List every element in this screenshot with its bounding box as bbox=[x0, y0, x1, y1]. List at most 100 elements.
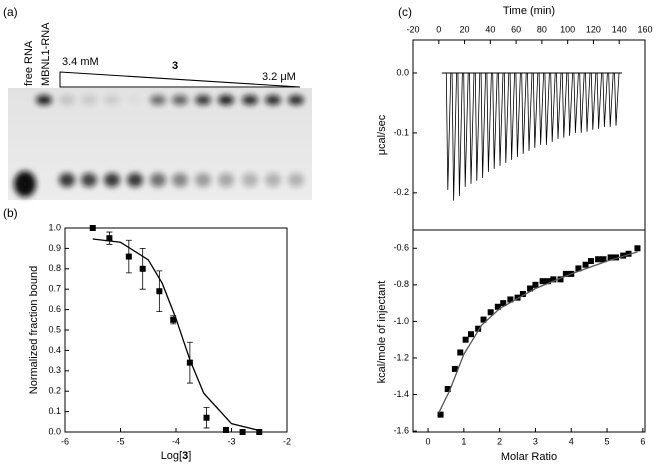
panel-label: (b) bbox=[3, 206, 18, 220]
x-tick-label: -20 bbox=[406, 24, 419, 34]
injection-peak bbox=[486, 72, 492, 172]
data-point bbox=[156, 288, 163, 295]
data-point bbox=[575, 265, 582, 272]
x-tick-label: 0 bbox=[426, 436, 431, 446]
data-point bbox=[480, 316, 487, 323]
data-point bbox=[514, 294, 521, 301]
injection-peak bbox=[515, 72, 521, 157]
x-tick-label: 140 bbox=[612, 24, 627, 34]
band bbox=[265, 173, 281, 187]
injection-peak bbox=[596, 72, 602, 129]
plot-frame bbox=[412, 229, 646, 433]
data-point bbox=[519, 290, 526, 297]
x-tick-label: -5 bbox=[116, 436, 124, 446]
data-point bbox=[203, 414, 210, 421]
data-point bbox=[539, 278, 546, 285]
data-point bbox=[562, 270, 569, 277]
injection-peak bbox=[521, 72, 527, 154]
data-point bbox=[462, 336, 469, 343]
injection-peak bbox=[608, 72, 614, 127]
data-point bbox=[239, 429, 246, 435]
y-axis-label: Normalized fraction bound bbox=[28, 266, 40, 394]
compound-label: 3 bbox=[172, 60, 178, 72]
y-tick-label: 0.7 bbox=[48, 284, 61, 294]
injection-peak bbox=[614, 72, 620, 126]
data-point bbox=[582, 261, 589, 268]
y-axis-label: kcal/mole of injectant bbox=[376, 281, 388, 384]
injection-peak bbox=[445, 72, 452, 190]
injection-peak bbox=[538, 72, 544, 145]
band bbox=[288, 95, 304, 105]
injection-peak bbox=[527, 72, 533, 151]
injection-peak bbox=[602, 72, 608, 127]
band bbox=[195, 173, 211, 187]
injection-peak bbox=[463, 72, 469, 187]
data-point bbox=[139, 265, 146, 272]
data-point bbox=[494, 303, 501, 310]
x-tick-label: 80 bbox=[537, 24, 547, 34]
x-axis-label: Time (min) bbox=[503, 5, 555, 17]
data-point bbox=[487, 309, 494, 316]
x-tick-label: 6 bbox=[640, 436, 645, 446]
y-axis-label: μcal/sec bbox=[376, 114, 388, 155]
band bbox=[195, 95, 211, 105]
band bbox=[104, 95, 120, 105]
panel-label: (a) bbox=[3, 5, 18, 19]
concentration-label: 3.2 μM bbox=[262, 71, 296, 83]
data-point bbox=[89, 225, 96, 231]
data-point bbox=[451, 365, 458, 372]
data-point bbox=[222, 426, 229, 433]
data-point bbox=[613, 254, 619, 261]
y-tick-label: 0.9 bbox=[48, 243, 61, 253]
injection-peak bbox=[585, 72, 591, 132]
data-point bbox=[544, 278, 551, 285]
y-tick-label: -1.0 bbox=[393, 316, 409, 326]
band bbox=[81, 173, 97, 187]
y-tick-label: 0.3 bbox=[48, 365, 61, 375]
x-tick-label: 4 bbox=[569, 436, 574, 446]
band bbox=[127, 95, 143, 105]
injection-peak bbox=[474, 72, 481, 181]
y-tick-label: 0.8 bbox=[48, 263, 61, 273]
x-tick-label: 160 bbox=[637, 24, 652, 34]
y-tick-label: 0.2 bbox=[48, 386, 61, 396]
lane-label: free RNA bbox=[23, 40, 35, 86]
fit-line bbox=[92, 238, 260, 432]
x-tick-label: -3 bbox=[227, 436, 235, 446]
band bbox=[172, 95, 188, 105]
data-point bbox=[468, 331, 474, 338]
y-tick-label: -0.1 bbox=[393, 127, 409, 137]
x-tick-label: 0 bbox=[436, 24, 441, 34]
band bbox=[218, 95, 234, 105]
y-tick-label: 0.0 bbox=[396, 67, 409, 77]
x-tick-label: 3 bbox=[533, 436, 538, 446]
data-point bbox=[532, 281, 539, 288]
band bbox=[59, 173, 75, 187]
x-tick-label: 1 bbox=[461, 436, 466, 446]
injection-peak bbox=[480, 72, 486, 178]
injection-peak bbox=[498, 72, 504, 166]
lane-label: MBNL1-RNA bbox=[40, 22, 52, 86]
data-point bbox=[595, 256, 602, 263]
band bbox=[150, 173, 166, 187]
y-tick-label: 0.5 bbox=[48, 324, 61, 334]
gel-bands bbox=[14, 95, 304, 197]
injection-peak bbox=[492, 72, 498, 169]
y-tick-label: 0.1 bbox=[48, 406, 61, 416]
x-tick-label: 40 bbox=[485, 24, 495, 34]
y-tick-label: -1.4 bbox=[393, 389, 409, 399]
band bbox=[104, 173, 120, 187]
injection-peak bbox=[550, 72, 556, 142]
data-point bbox=[600, 256, 607, 263]
band bbox=[59, 95, 75, 105]
injection-peak bbox=[590, 72, 597, 130]
y-tick-label: 0.4 bbox=[48, 345, 61, 355]
band bbox=[288, 173, 304, 187]
injection-peak bbox=[567, 72, 573, 136]
gradient-triangle bbox=[59, 71, 301, 88]
plot-frame bbox=[64, 227, 288, 433]
x-tick-label: 100 bbox=[560, 24, 575, 34]
x-tick-label: 60 bbox=[511, 24, 521, 34]
data-point bbox=[625, 250, 632, 257]
